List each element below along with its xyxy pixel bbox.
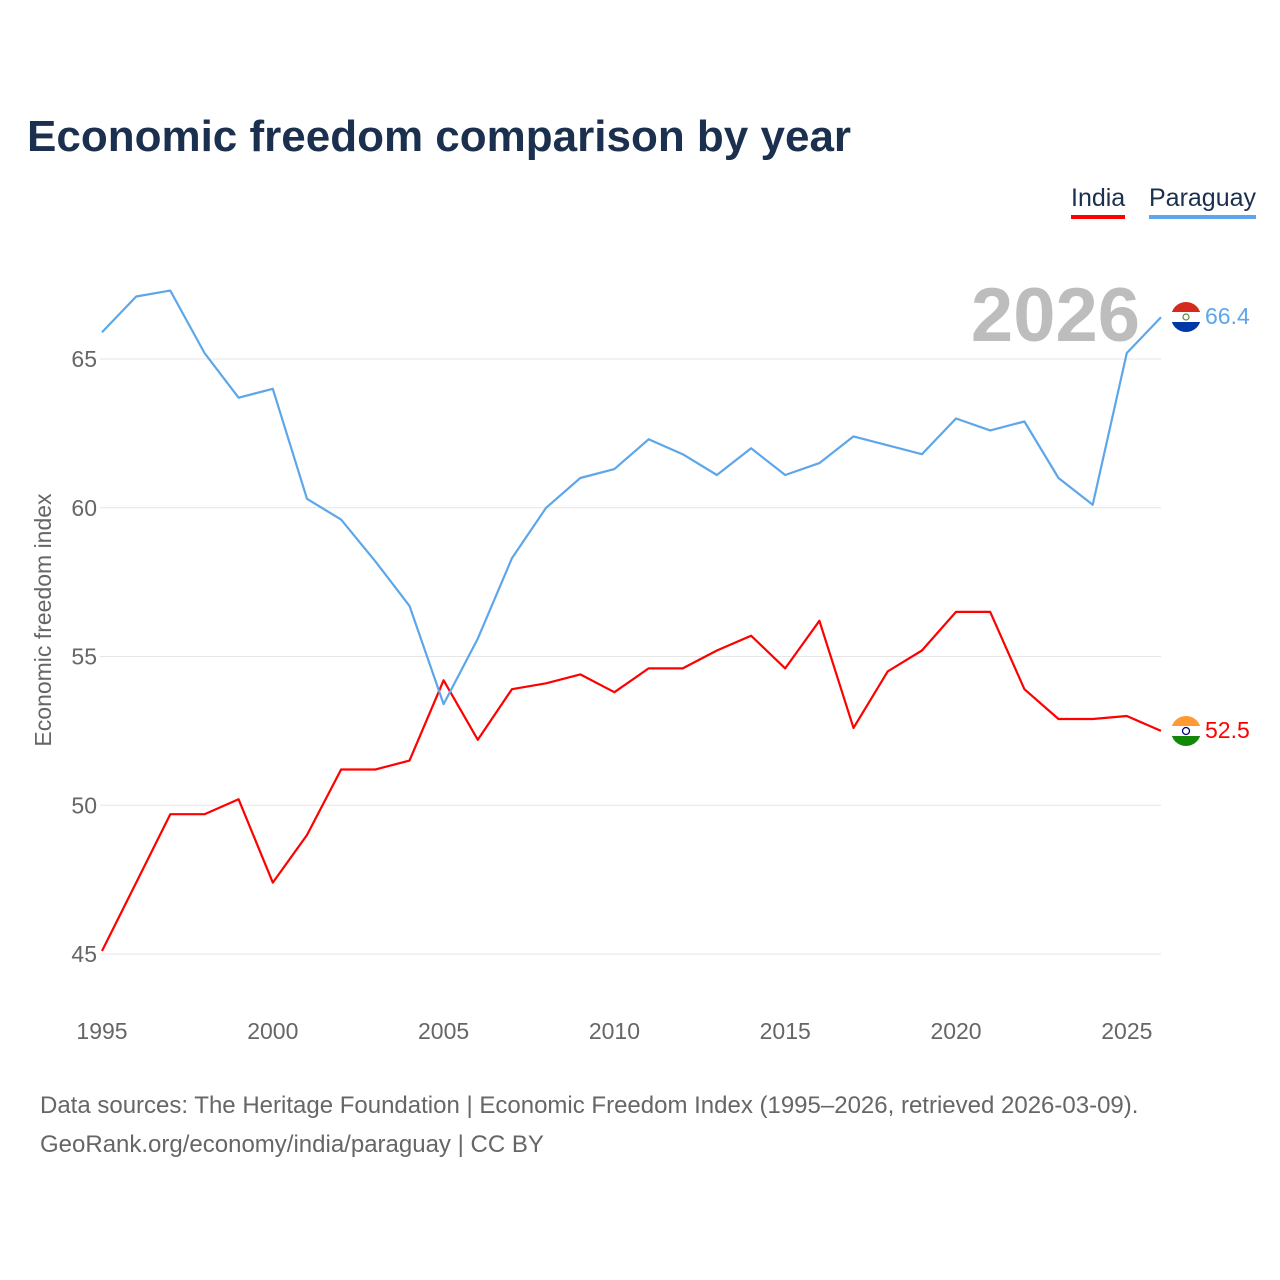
data-source-text: Data sources: The Heritage Foundation | … — [40, 1092, 1139, 1119]
footer: Data sources: The Heritage Foundation | … — [40, 1086, 1138, 1164]
x-tick-label: 2025 — [1101, 1018, 1152, 1044]
x-tick-label: 2010 — [589, 1018, 640, 1044]
chart-title: Economic freedom comparison by year — [27, 112, 852, 161]
paraguay-flag-icon — [1171, 302, 1201, 332]
attribution-link[interactable]: GeoRank.org/economy/india/paraguay | CC … — [40, 1131, 544, 1158]
x-tick-label: 1995 — [76, 1018, 127, 1044]
year-watermark: 2026 — [971, 273, 1140, 358]
series-line-india — [101, 610, 1162, 952]
y-tick-label: 45 — [71, 941, 97, 967]
legend-paraguay[interactable]: Paraguay — [1149, 184, 1257, 219]
india-end-label: 52.5 — [1205, 717, 1250, 743]
india-flag-icon — [1171, 716, 1201, 746]
y-tick-label: 50 — [71, 792, 97, 818]
x-tick-label: 2000 — [247, 1018, 298, 1044]
series-line-paraguay — [101, 289, 1162, 706]
x-tick-label: 2020 — [930, 1018, 981, 1044]
paraguay-end-label: 66.4 — [1205, 303, 1250, 329]
legend-india[interactable]: India — [1071, 184, 1126, 219]
y-tick-label: 65 — [71, 346, 97, 372]
x-tick-label: 2015 — [760, 1018, 811, 1044]
y-axis-label: Economic freedom index — [30, 493, 56, 747]
y-tick-label: 60 — [71, 495, 97, 521]
x-tick-label: 2005 — [418, 1018, 469, 1044]
y-tick-label: 55 — [71, 644, 97, 670]
